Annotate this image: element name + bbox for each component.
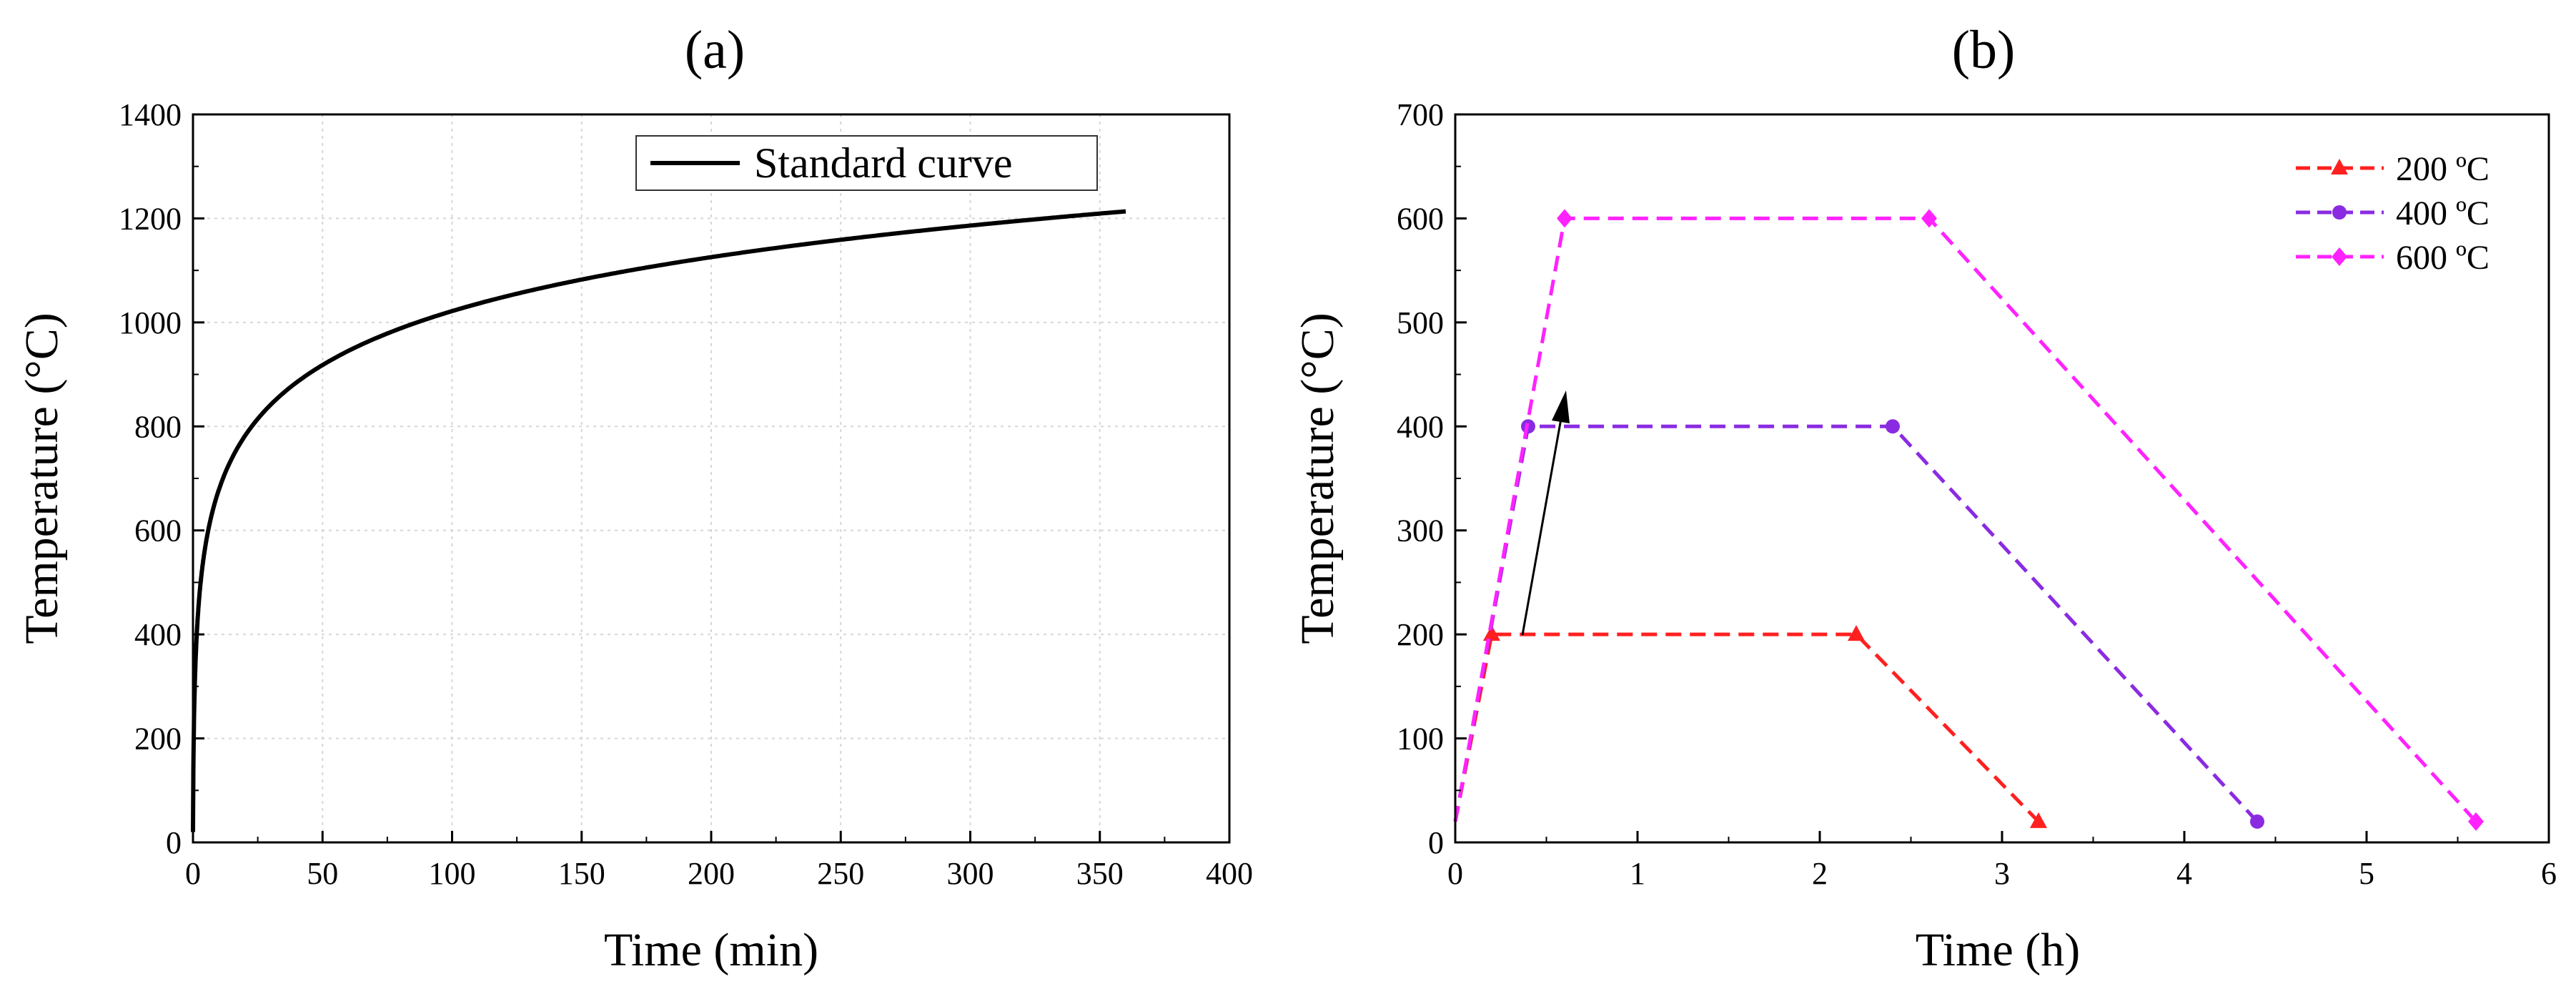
panel-b-legend: 200 ºC 400 ºC 600 ºC: [2296, 150, 2490, 277]
panel-b-xtick-label: 1: [1630, 856, 1645, 891]
panel-b-ytick-label: 400: [1397, 409, 1444, 444]
series-line-3: [1453, 216, 2477, 823]
legend-label-3: 600 ºC: [2396, 239, 2490, 277]
panel-a-ytick-label: 400: [134, 617, 182, 652]
panel-b-ytick-label: 300: [1397, 513, 1444, 548]
panel-a-chart: (a) 0 50 100 150 200 250 300 350 400 0 200 400 600 80…: [16, 20, 1253, 976]
panel-b-ytick-label: 700: [1397, 97, 1444, 132]
panel-b-xtick-label: 5: [2359, 856, 2374, 891]
panel-b-ylabel: Temperature (°C): [1292, 313, 1344, 644]
panel-b-arrow: [1521, 390, 1570, 636]
legend-marker-1: [2331, 159, 2348, 174]
panel-a-legend: Standard curve: [635, 135, 1098, 191]
panel-a-xtick-label: 350: [1076, 856, 1124, 891]
series-1-point: [1483, 625, 1500, 641]
panel-a-ytick-label: 200: [134, 722, 182, 757]
panel-a-ytick-label: 800: [134, 409, 182, 444]
panel-a-xlabel: Time (min): [604, 924, 818, 976]
series-3-point: [2468, 812, 2484, 831]
panel-b-xtick-label: 6: [2541, 856, 2557, 891]
legend-label-2: 400 ºC: [2396, 195, 2490, 232]
panel-a-ticks: 0 50 100 150 200 250 300 350 400 0 200 400 600 800 100…: [119, 97, 1253, 891]
annotation-arrow-shaft: [1521, 414, 1563, 636]
series-3-point: [1557, 209, 1572, 228]
annotation-arrow-head: [1552, 390, 1570, 423]
series-2-point: [2250, 814, 2264, 829]
legend-standard-curve-label: Standard curve: [754, 139, 1013, 187]
panel-a-xtick-label: 0: [185, 856, 201, 891]
panel-b-ticks: 0 1 2 3 4 5 6 0 100 200 300 400 500 600 700: [1397, 97, 2557, 891]
panel-a-xtick-label: 100: [429, 856, 476, 891]
panel-a-xtick-label: 150: [558, 856, 605, 891]
panel-a-grid: [193, 114, 1229, 842]
series-1-point: [2030, 812, 2047, 828]
panel-a-xtick-label: 200: [688, 856, 735, 891]
panel-b-frame: [1454, 113, 2550, 844]
series-3-point: [1921, 209, 1937, 228]
panel-a-xtick-label: 250: [817, 856, 864, 891]
panel-b-xtick-label: 4: [2176, 856, 2192, 891]
panel-b-ytick-label: 200: [1397, 617, 1444, 652]
panel-a-series: [191, 209, 1126, 832]
panel-b-xlabel: Time (h): [1916, 924, 2080, 976]
panel-a-label: (a): [685, 20, 745, 80]
series-1-point: [1848, 625, 1865, 641]
panel-a-ytick-label: 0: [166, 825, 182, 860]
panel-b-ytick-label: 600: [1397, 201, 1444, 236]
panel-b-xtick-label: 3: [1994, 856, 2010, 891]
panel-a-xtick-label: 50: [307, 856, 338, 891]
panel-b-xtick-label: 0: [1447, 856, 1463, 891]
panel-b-ytick-label: 500: [1397, 305, 1444, 340]
panel-b-xtick-label: 2: [1812, 856, 1828, 891]
standard-curve-line: [191, 209, 1126, 832]
panel-b-label: (b): [1952, 20, 2016, 80]
series-line-1: [1453, 632, 2040, 823]
panel-a-ytick-label: 1400: [119, 97, 182, 132]
legend-marker-3: [2332, 247, 2347, 266]
panel-b-ytick-label: 0: [1428, 825, 1444, 860]
series-line-2: [1453, 424, 2259, 823]
panel-a-ytick-label: 600: [134, 513, 182, 548]
legend-label-1: 200 ºC: [2396, 150, 2490, 188]
panel-a-ytick-label: 1200: [119, 201, 182, 236]
panel-a-ylabel: Temperature (°C): [16, 313, 68, 644]
panel-b-chart: (b) 0 1 2 3 4 5 6 0 100 200 300 400 500 600 700 Time (…: [1292, 20, 2557, 976]
panel-a-xtick-label: 300: [947, 856, 994, 891]
panel-a-ytick-label: 1000: [119, 305, 182, 340]
legend-marker-2: [2332, 205, 2347, 220]
series-2-point: [1886, 419, 1900, 434]
panel-b-ytick-label: 100: [1397, 722, 1444, 757]
panel-b-series: [1453, 209, 2484, 831]
panel-a-xtick-label: 400: [1206, 856, 1253, 891]
